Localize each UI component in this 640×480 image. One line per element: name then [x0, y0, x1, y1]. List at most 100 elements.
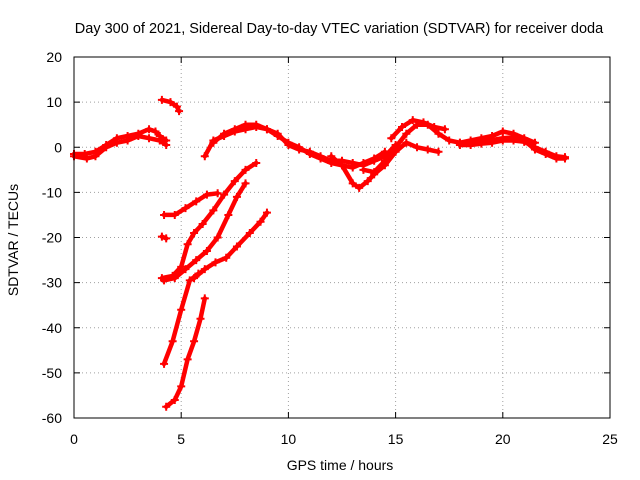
- x-tick-label: 5: [177, 431, 185, 447]
- y-tick-label: 10: [46, 94, 62, 110]
- y-tick-label: 20: [46, 49, 62, 65]
- data-point: [157, 95, 166, 104]
- data-point: [177, 382, 186, 391]
- data-point: [209, 138, 218, 147]
- data-point: [172, 102, 181, 111]
- series-line: [389, 117, 448, 141]
- data-point: [200, 152, 209, 161]
- data-point: [541, 150, 550, 159]
- data-point: [160, 210, 169, 219]
- data-point: [160, 276, 169, 285]
- data-point: [241, 120, 250, 129]
- data-point: [190, 337, 199, 346]
- series-line: [159, 97, 182, 114]
- data-point: [370, 156, 379, 165]
- data-point: [170, 210, 179, 219]
- data-point: [419, 118, 428, 127]
- data-point: [166, 98, 175, 107]
- data-point: [387, 134, 396, 143]
- data-point: [245, 228, 254, 237]
- data-point: [181, 204, 190, 213]
- data-point: [305, 147, 314, 156]
- data-point: [348, 159, 357, 168]
- data-point: [256, 217, 265, 226]
- data-series: [70, 95, 569, 411]
- series-arc-12b: [387, 116, 449, 143]
- data-point: [162, 234, 171, 243]
- y-tick-label: -50: [42, 365, 62, 381]
- data-point: [262, 208, 271, 217]
- series-arc-7: [190, 208, 271, 283]
- x-tick-label: 0: [70, 431, 78, 447]
- data-point: [348, 179, 357, 188]
- data-point: [162, 140, 171, 149]
- data-point: [102, 143, 111, 152]
- data-point: [209, 206, 218, 215]
- data-point: [241, 165, 250, 174]
- data-point: [213, 189, 222, 198]
- axis-ticks: 0 5 10 15 20 25 -60 -50 -40 -30 -20 -10 0 10 20: [42, 49, 618, 447]
- data-point: [194, 269, 203, 278]
- data-point: [220, 129, 229, 138]
- grid: [74, 57, 610, 418]
- data-point: [284, 140, 293, 149]
- data-point: [316, 152, 325, 161]
- data-point: [488, 136, 497, 145]
- x-axis-label: GPS time / hours: [287, 457, 394, 473]
- data-point: [391, 143, 400, 152]
- x-tick-label: 20: [495, 431, 511, 447]
- data-point: [430, 122, 439, 131]
- data-point: [232, 242, 241, 251]
- data-point: [370, 168, 379, 177]
- data-point: [183, 240, 192, 249]
- series-line: [163, 296, 208, 409]
- data-point: [192, 256, 201, 265]
- data-point: [380, 156, 389, 165]
- series-line: [159, 160, 259, 281]
- data-point: [162, 402, 171, 411]
- data-point: [211, 258, 220, 267]
- data-point: [200, 265, 209, 274]
- series-arc-2: [157, 95, 184, 116]
- data-point: [175, 107, 184, 116]
- data-point: [220, 190, 229, 199]
- data-point: [168, 337, 177, 346]
- data-point: [530, 145, 539, 154]
- series-arc-5: [157, 159, 261, 283]
- data-point: [560, 154, 569, 163]
- series-arc-4: [157, 232, 171, 243]
- data-point: [413, 143, 422, 152]
- data-point: [155, 136, 164, 145]
- data-point: [423, 145, 432, 154]
- data-point: [200, 294, 209, 303]
- data-point: [202, 247, 211, 256]
- data-point: [151, 127, 160, 136]
- data-point: [183, 355, 192, 364]
- data-point: [477, 137, 486, 146]
- data-point: [177, 305, 186, 314]
- data-point: [252, 120, 261, 129]
- y-tick-label: 0: [54, 139, 62, 155]
- data-point: [170, 274, 179, 283]
- y-tick-label: -10: [42, 184, 62, 200]
- data-point: [408, 116, 417, 125]
- data-point: [230, 125, 239, 134]
- data-point: [440, 125, 449, 134]
- data-point: [338, 161, 346, 170]
- data-point: [552, 154, 561, 163]
- series-arc-8: [160, 269, 203, 368]
- y-tick-label: -30: [42, 275, 62, 291]
- data-point: [160, 359, 169, 368]
- data-point: [230, 177, 239, 186]
- data-point: [232, 192, 241, 201]
- data-point: [252, 159, 261, 168]
- data-point: [455, 138, 464, 147]
- data-point: [466, 138, 475, 147]
- data-point: [157, 232, 166, 241]
- data-point: [434, 147, 443, 156]
- y-tick-label: -40: [42, 320, 62, 336]
- x-tick-label: 25: [602, 431, 618, 447]
- data-point: [198, 219, 207, 228]
- series-line: [161, 271, 201, 367]
- data-point: [181, 265, 190, 274]
